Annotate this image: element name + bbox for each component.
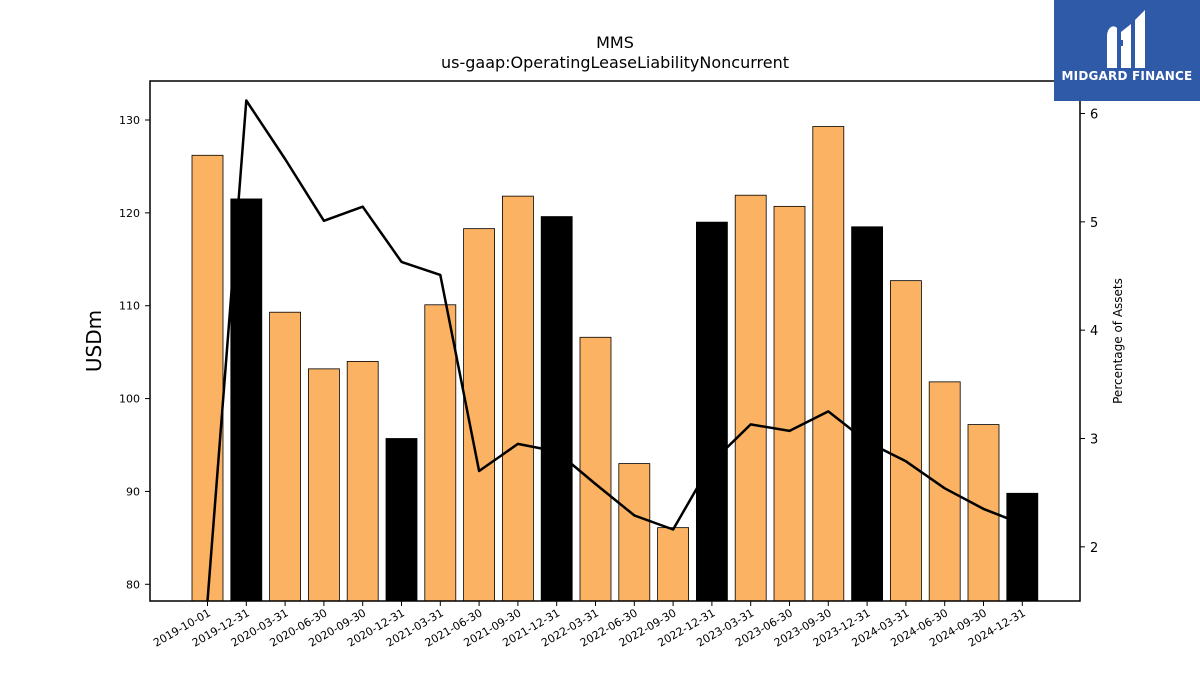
y2-axis: 2 3 4 5 6 bbox=[1080, 108, 1098, 556]
bar-2022-09-30 bbox=[657, 527, 689, 602]
bar-2023-09-30 bbox=[812, 126, 845, 602]
brand-logo: MIDGARD FINANCE bbox=[1054, 0, 1200, 101]
bar-2022-03-31 bbox=[579, 336, 612, 602]
y-tick-label: 90 bbox=[126, 485, 140, 498]
bar-2021-09-30 bbox=[501, 195, 534, 602]
bar-2020-12-31 bbox=[385, 438, 418, 602]
y-tick-label: 130 bbox=[119, 114, 140, 127]
y-axis-label: USDm bbox=[82, 310, 106, 372]
y2-tick-label: 3 bbox=[1090, 433, 1098, 448]
bar-2019-12-31 bbox=[230, 198, 263, 602]
bar-2024-12-31 bbox=[1006, 492, 1039, 602]
y-tick-label: 110 bbox=[119, 300, 140, 313]
y-tick-label: 80 bbox=[126, 578, 140, 591]
bar-2020-09-30 bbox=[346, 361, 379, 602]
bar-2023-06-30 bbox=[773, 205, 806, 602]
bar-2021-03-31 bbox=[424, 304, 457, 602]
brand-name: MIDGARD FINANCE bbox=[1061, 69, 1193, 83]
percentage-of-assets-line bbox=[206, 99, 1023, 602]
line-series bbox=[206, 99, 1023, 602]
y2-tick-label: 6 bbox=[1090, 108, 1098, 123]
bar-series bbox=[191, 126, 1039, 602]
bar-2024-06-30 bbox=[928, 381, 961, 602]
bar-2023-03-31 bbox=[734, 194, 767, 602]
y-axis: 80 90 100 110 120 130 bbox=[119, 114, 150, 591]
chart-subtitle: us-gaap:OperatingLeaseLiabilityNoncurren… bbox=[441, 53, 789, 72]
y2-axis-label: Percentage of Assets bbox=[1111, 278, 1125, 404]
plot-frame bbox=[149, 80, 1081, 602]
bar-2023-12-31 bbox=[851, 226, 883, 602]
bar-2021-12-31 bbox=[540, 216, 573, 602]
y2-tick-label: 4 bbox=[1090, 324, 1098, 339]
bar-2024-03-31 bbox=[890, 280, 922, 602]
y2-tick-label: 2 bbox=[1090, 541, 1098, 556]
y-tick-label: 120 bbox=[119, 207, 140, 220]
bar-2022-12-31 bbox=[696, 221, 728, 602]
y2-tick-label: 5 bbox=[1090, 216, 1098, 231]
bar-2020-03-31 bbox=[269, 311, 302, 602]
x-axis: 2019-10-012019-12-312020-03-312020-06-30… bbox=[151, 601, 1028, 650]
chart-title: MMS bbox=[596, 33, 634, 52]
y-tick-label: 100 bbox=[119, 393, 140, 406]
bar-2020-06-30 bbox=[307, 368, 340, 602]
bar-2022-06-30 bbox=[618, 463, 651, 602]
bar-2019-10-01 bbox=[191, 154, 224, 602]
midgard-logo-icon bbox=[1107, 10, 1145, 68]
